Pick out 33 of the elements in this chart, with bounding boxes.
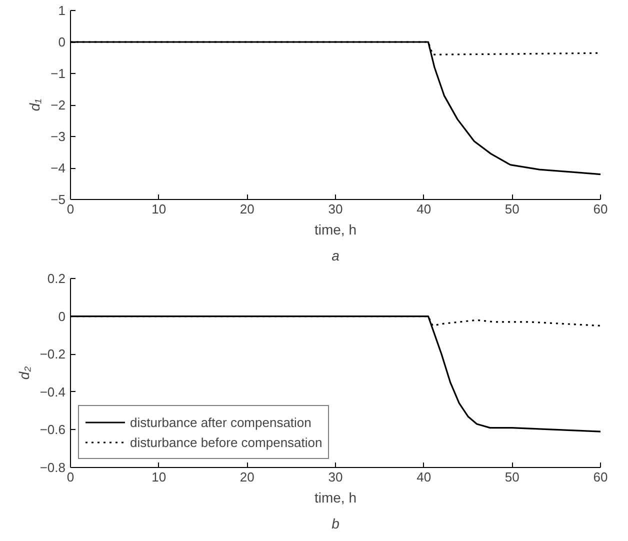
y-tick-label: 0.2 (47, 271, 66, 286)
y-tick-label: 0 (58, 308, 66, 324)
y-tick-label: −4 (50, 160, 66, 176)
y-tick-label: −1 (50, 66, 66, 81)
legend-label: disturbance before compensation (130, 434, 322, 450)
y-axis-title: d₁ (26, 98, 43, 112)
x-tick-label: 20 (240, 202, 254, 216)
y-tick-label: −5 (50, 192, 66, 207)
x-tick-label: 50 (504, 470, 520, 484)
y-tick-label: −2 (50, 98, 66, 112)
x-axis-title: time, h (314, 222, 357, 238)
x-tick-label: 30 (328, 470, 343, 484)
x-tick-label: 40 (416, 202, 432, 216)
x-tick-label: 60 (593, 470, 608, 484)
x-tick-label: 20 (240, 470, 254, 484)
x-tick-label: 10 (152, 470, 166, 484)
x-tick-label: 50 (504, 202, 520, 216)
x-tick-label: 40 (416, 470, 432, 484)
y-tick-label: 0 (58, 34, 66, 50)
y-tick-label: −0.6 (40, 422, 66, 438)
x-tick-label: 10 (152, 202, 166, 216)
legend-label: disturbance after compensation (130, 414, 312, 430)
y-tick-label: 1 (58, 3, 66, 18)
y-tick-label: −0.2 (40, 346, 66, 362)
y-tick-label: −0.8 (40, 460, 66, 475)
text: b (332, 516, 340, 532)
y-tick-label: −3 (50, 129, 66, 144)
y-tick-label: −0.4 (40, 384, 66, 400)
x-tick-label: 30 (328, 202, 343, 216)
x-axis-title: time, h (314, 490, 357, 506)
y-axis-title: d₂ (16, 366, 32, 380)
x-tick-label: 60 (593, 202, 608, 216)
text: a (332, 248, 340, 264)
